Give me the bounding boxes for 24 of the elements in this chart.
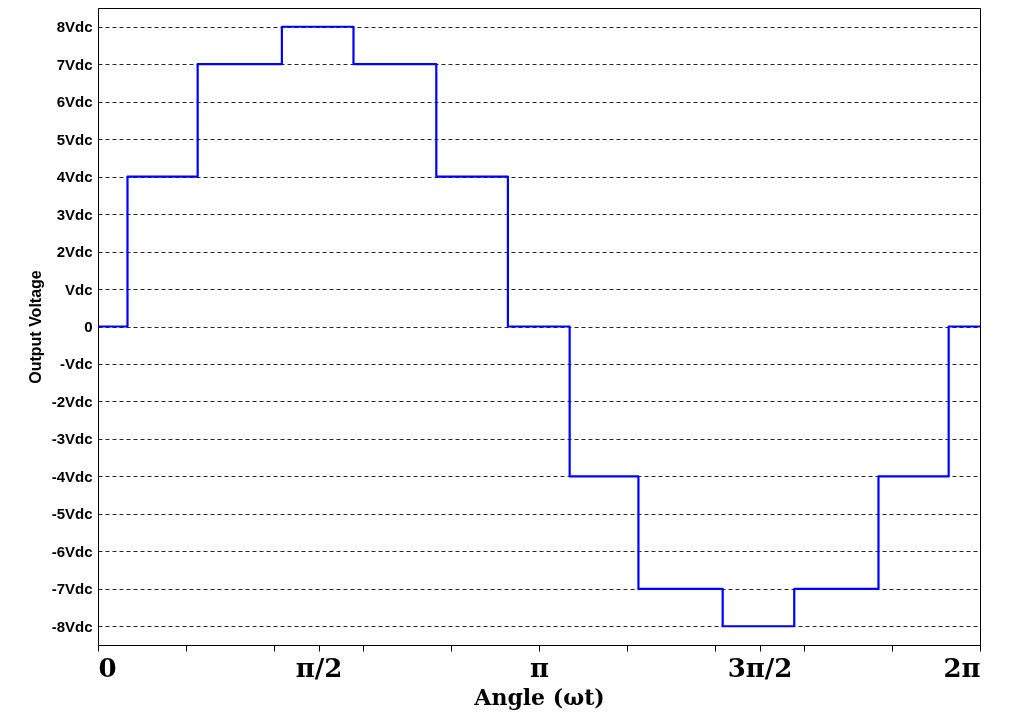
y-tick-label: -8Vdc: [51, 617, 93, 635]
x-tick-label: π/2: [295, 652, 343, 683]
y-tick-label: -5Vdc: [51, 505, 93, 523]
y-axis-title: Output Voltage: [26, 270, 44, 384]
x-tick-label: π: [529, 652, 550, 683]
x-tick-label: 2π: [943, 652, 981, 683]
y-tick-label: Vdc: [64, 280, 93, 298]
y-tick-label: 5Vdc: [56, 130, 93, 148]
y-tick-label: 0: [84, 318, 93, 335]
y-tick-label: 2Vdc: [56, 243, 93, 261]
y-tick-label: 4Vdc: [56, 168, 93, 186]
y-tick-label: -3Vdc: [51, 430, 93, 448]
y-tick-label: 3Vdc: [56, 205, 93, 223]
y-tick-label: 7Vdc: [56, 55, 93, 73]
x-axis-title: Angle (ωt): [473, 683, 605, 710]
y-tick-label: 8Vdc: [56, 18, 93, 36]
y-tick-label: -7Vdc: [51, 580, 93, 598]
y-tick-label: 6Vdc: [56, 93, 93, 111]
x-tick-label: 0: [98, 652, 117, 683]
y-tick-label: -4Vdc: [51, 467, 93, 485]
y-tick-label: -6Vdc: [51, 542, 93, 560]
y-tick-label: -Vdc: [59, 355, 93, 373]
x-tick-label: 3π/2: [727, 652, 793, 683]
y-tick-label: -2Vdc: [51, 392, 93, 410]
